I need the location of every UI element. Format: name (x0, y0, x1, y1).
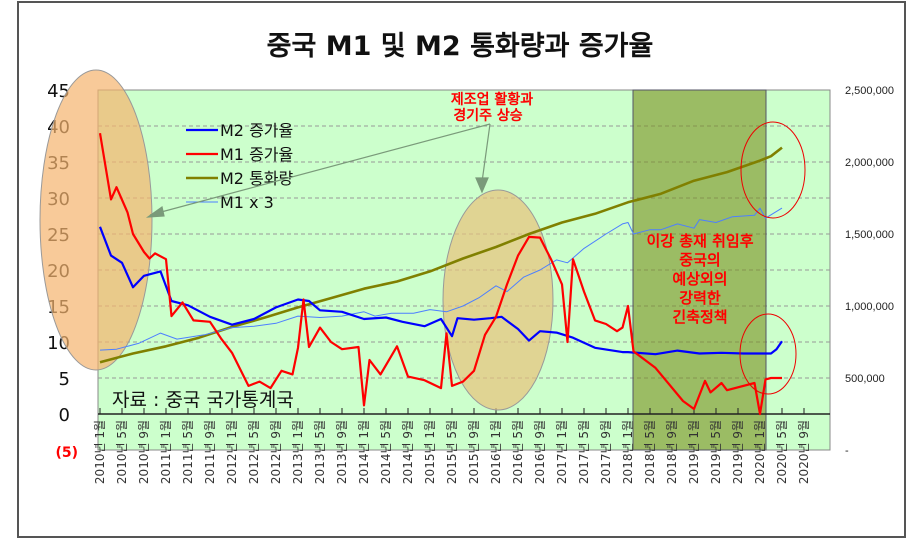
highlight-ellipse-2016 (442, 189, 554, 411)
x-axis-tick-label: 2010년 5월 (115, 420, 129, 484)
annotation-tightening-line: 긴축정책 (672, 308, 727, 326)
annotation-tightening-line: 중국의 (679, 251, 720, 269)
left-axis-tick-label: 0 (59, 405, 70, 426)
x-axis-tick-label: 2020년 1월 (753, 420, 767, 484)
annotation-boom-line2: 경기주 상승 (453, 107, 522, 124)
left-axis-tick-label: (5) (55, 445, 78, 461)
annotation-boom-line1: 제조업 활황과 (451, 91, 533, 108)
x-axis-tick-label: 2017년 1월 (555, 420, 569, 484)
chart-title: 중국 M1 및 M2 통화량과 증가율 (267, 31, 654, 62)
x-axis-tick-label: 2011년 9월 (203, 420, 217, 484)
x-axis-tick-label: 2011년 5월 (181, 420, 195, 484)
x-axis-tick-label: 2011년 1월 (159, 420, 173, 484)
series-line-0 (98, 226, 783, 356)
highlight-circle-m2-amount (740, 121, 806, 219)
x-axis-tick-label: 2016년 5월 (511, 420, 525, 484)
x-axis-tick-label: 2012년 1월 (225, 420, 239, 484)
x-axis-tick-label: 2015년 9월 (467, 420, 481, 484)
x-axis-tick-label: 2017년 9월 (599, 420, 613, 484)
x-axis-tick-label: 2020년 5월 (775, 420, 789, 484)
legend-label: M1 증가율 (220, 145, 293, 164)
x-axis-tick-label: 2019년 9월 (731, 420, 745, 484)
x-axis-tick-label: 2010년 9월 (137, 420, 151, 484)
legend-label: M2 증가율 (220, 121, 293, 140)
legend: M2 증가율 M1 증가율 M2 통화량 M1 x 3 (186, 121, 294, 212)
annotation-arrows (145, 123, 491, 218)
right-axis-tick-label: 1,000,000 (845, 301, 894, 313)
x-axis-tick-label: 2018년 9월 (665, 420, 679, 484)
x-axis-tick-label: 2013년 5월 (313, 420, 327, 484)
x-axis-tick-label: 2014년 5월 (379, 420, 393, 484)
series-line-1 (98, 133, 782, 416)
series-line-3 (99, 207, 783, 351)
x-axis-tick-label: 2020년 9월 (797, 420, 811, 484)
annotation-tightening-line: 예상외의 (672, 270, 727, 288)
annotation-tightening-line: 강력한 (679, 289, 721, 307)
x-axis-tick-label: 2014년 1월 (357, 420, 371, 484)
right-axis-tick-label: - (845, 445, 849, 457)
x-axis-tick-label: 2017년 5월 (577, 420, 591, 484)
legend-label: M2 통화량 (220, 169, 294, 188)
left-axis-tick-label: 5 (59, 369, 70, 390)
right-axis-tick-label: 1,500,000 (845, 229, 894, 241)
x-axis-tick-label: 2016년 9월 (533, 420, 547, 484)
x-axis-tick-label: 2016년 1월 (489, 420, 503, 484)
x-axis-tick-label: 2010년 1월 (93, 420, 107, 484)
x-axis-tick-label: 2019년 5월 (709, 420, 723, 484)
x-axis-tick-label: 2012년 9월 (269, 420, 283, 484)
x-axis-tick-label: 2013년 1월 (291, 420, 305, 484)
right-axis-tick-label: 2,000,000 (845, 157, 894, 169)
highlight-ellipse-2010 (39, 69, 153, 371)
right-axis-tick-label: 500,000 (845, 373, 885, 385)
legend-label: M1 x 3 (220, 193, 274, 212)
source-note: 자료 : 중국 국가통계국 (112, 389, 294, 411)
highlight-circle-growth (739, 313, 797, 395)
x-axis-tick-label: 2014년 9월 (401, 420, 415, 484)
x-axis-tick-label: 2018년 5월 (643, 420, 657, 484)
x-axis-tick-label: 2015년 5월 (445, 420, 459, 484)
x-axis-tick-label: 2018년 1월 (621, 420, 635, 484)
x-axis-tick-label: 2019년 1월 (687, 420, 701, 484)
x-axis-tick-label: 2015년 1월 (423, 420, 437, 484)
annotation-tightening-line: 이강 총재 취임후 (646, 232, 753, 250)
x-axis-tick-label: 2012년 5월 (247, 420, 261, 484)
x-axis-tick-label: 2013년 9월 (335, 420, 349, 484)
right-axis-tick-label: 2,500,000 (845, 85, 894, 97)
